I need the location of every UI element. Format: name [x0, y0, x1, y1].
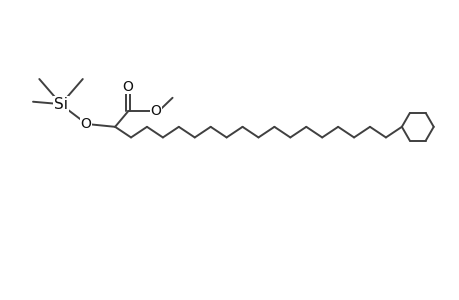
Text: O: O: [80, 117, 91, 131]
Text: O: O: [150, 104, 161, 118]
Text: O: O: [123, 80, 133, 94]
Text: Si: Si: [54, 97, 68, 112]
